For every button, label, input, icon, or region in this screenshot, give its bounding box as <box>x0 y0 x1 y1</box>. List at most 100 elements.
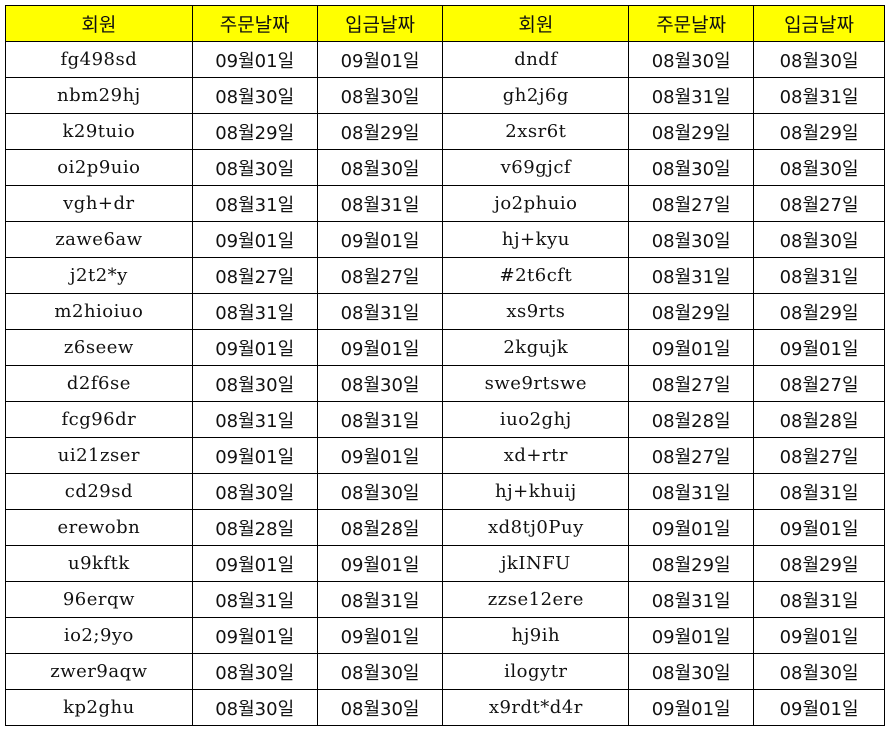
cell-payment-date[interactable]: 08월30일 <box>316 149 444 186</box>
cell-payment-date[interactable]: 09월01일 <box>753 689 885 726</box>
cell-member[interactable]: 96erqw <box>5 581 193 618</box>
cell-member[interactable]: hj+khuij <box>442 473 630 510</box>
cell-payment-date[interactable]: 08월30일 <box>316 473 444 510</box>
cell-payment-date[interactable]: 09월01일 <box>753 617 885 654</box>
header-payment-date[interactable]: 입금날짜 <box>316 5 444 42</box>
cell-order-date[interactable]: 08월30일 <box>191 77 318 114</box>
cell-payment-date[interactable]: 08월30일 <box>753 653 885 690</box>
cell-member[interactable]: x9rdt*d4r <box>442 689 630 726</box>
cell-order-date[interactable]: 08월30일 <box>628 221 755 258</box>
cell-order-date[interactable]: 08월30일 <box>191 365 318 402</box>
cell-order-date[interactable]: 08월28일 <box>628 401 755 438</box>
cell-order-date[interactable]: 08월27일 <box>191 257 318 294</box>
cell-payment-date[interactable]: 08월31일 <box>753 581 885 618</box>
cell-member[interactable]: 2xsr6t <box>442 113 630 150</box>
cell-payment-date[interactable]: 08월27일 <box>316 257 444 294</box>
cell-order-date[interactable]: 08월30일 <box>191 149 318 186</box>
cell-member[interactable]: gh2j6g <box>442 77 630 114</box>
cell-payment-date[interactable]: 08월27일 <box>753 437 885 474</box>
cell-order-date[interactable]: 08월28일 <box>191 509 318 546</box>
cell-member[interactable]: iuo2ghj <box>442 401 630 438</box>
cell-member[interactable]: u9kftk <box>5 545 193 582</box>
cell-member[interactable]: nbm29hj <box>5 77 193 114</box>
header-order-date[interactable]: 주문날짜 <box>191 5 318 42</box>
cell-order-date[interactable]: 08월31일 <box>191 185 318 222</box>
cell-order-date[interactable]: 08월27일 <box>628 185 755 222</box>
cell-order-date[interactable]: 08월30일 <box>628 41 755 78</box>
cell-payment-date[interactable]: 08월30일 <box>316 365 444 402</box>
cell-member[interactable]: jkINFU <box>442 545 630 582</box>
cell-payment-date[interactable]: 08월29일 <box>753 545 885 582</box>
cell-order-date[interactable]: 09월01일 <box>628 617 755 654</box>
cell-payment-date[interactable]: 09월01일 <box>316 437 444 474</box>
cell-payment-date[interactable]: 09월01일 <box>316 545 444 582</box>
cell-payment-date[interactable]: 08월31일 <box>753 77 885 114</box>
cell-payment-date[interactable]: 08월30일 <box>316 77 444 114</box>
cell-member[interactable]: z6seew <box>5 329 193 366</box>
cell-member[interactable]: zawe6aw <box>5 221 193 258</box>
cell-payment-date[interactable]: 08월30일 <box>316 653 444 690</box>
cell-payment-date[interactable]: 09월01일 <box>316 329 444 366</box>
cell-order-date[interactable]: 08월30일 <box>628 149 755 186</box>
cell-member[interactable]: jo2phuio <box>442 185 630 222</box>
cell-payment-date[interactable]: 08월29일 <box>316 113 444 150</box>
cell-order-date[interactable]: 09월01일 <box>191 329 318 366</box>
cell-order-date[interactable]: 08월30일 <box>628 653 755 690</box>
cell-order-date[interactable]: 08월27일 <box>628 437 755 474</box>
cell-member[interactable]: #2t6cft <box>442 257 630 294</box>
cell-member[interactable]: hj+kyu <box>442 221 630 258</box>
cell-payment-date[interactable]: 09월01일 <box>316 617 444 654</box>
cell-order-date[interactable]: 09월01일 <box>191 617 318 654</box>
cell-payment-date[interactable]: 08월28일 <box>316 509 444 546</box>
cell-order-date[interactable]: 08월31일 <box>628 581 755 618</box>
cell-order-date[interactable]: 09월01일 <box>191 221 318 258</box>
cell-member[interactable]: v69gjcf <box>442 149 630 186</box>
cell-payment-date[interactable]: 08월31일 <box>753 257 885 294</box>
cell-member[interactable]: io2;9yo <box>5 617 193 654</box>
cell-order-date[interactable]: 08월31일 <box>191 401 318 438</box>
cell-payment-date[interactable]: 09월01일 <box>316 221 444 258</box>
cell-member[interactable]: d2f6se <box>5 365 193 402</box>
cell-member[interactable]: zzse12ere <box>442 581 630 618</box>
cell-order-date[interactable]: 08월29일 <box>191 113 318 150</box>
cell-member[interactable]: vgh+dr <box>5 185 193 222</box>
cell-member[interactable]: kp2ghu <box>5 689 193 726</box>
cell-payment-date[interactable]: 08월30일 <box>753 149 885 186</box>
cell-payment-date[interactable]: 08월31일 <box>316 401 444 438</box>
cell-payment-date[interactable]: 09월01일 <box>753 329 885 366</box>
cell-order-date[interactable]: 08월29일 <box>628 545 755 582</box>
cell-order-date[interactable]: 09월01일 <box>628 689 755 726</box>
cell-order-date[interactable]: 09월01일 <box>628 329 755 366</box>
cell-member[interactable]: xd8tj0Puy <box>442 509 630 546</box>
cell-payment-date[interactable]: 08월30일 <box>753 221 885 258</box>
cell-member[interactable]: 2kgujk <box>442 329 630 366</box>
cell-payment-date[interactable]: 08월27일 <box>753 185 885 222</box>
cell-member[interactable]: cd29sd <box>5 473 193 510</box>
cell-payment-date[interactable]: 08월27일 <box>753 365 885 402</box>
cell-payment-date[interactable]: 08월30일 <box>753 41 885 78</box>
cell-order-date[interactable]: 08월31일 <box>191 293 318 330</box>
cell-payment-date[interactable]: 08월31일 <box>316 581 444 618</box>
cell-payment-date[interactable]: 08월31일 <box>316 185 444 222</box>
cell-order-date[interactable]: 08월29일 <box>628 293 755 330</box>
cell-order-date[interactable]: 08월29일 <box>628 113 755 150</box>
cell-member[interactable]: j2t2*y <box>5 257 193 294</box>
cell-order-date[interactable]: 09월01일 <box>191 41 318 78</box>
cell-member[interactable]: zwer9aqw <box>5 653 193 690</box>
cell-member[interactable]: dndf <box>442 41 630 78</box>
cell-order-date[interactable]: 08월30일 <box>191 689 318 726</box>
cell-member[interactable]: erewobn <box>5 509 193 546</box>
cell-order-date[interactable]: 09월01일 <box>191 437 318 474</box>
cell-order-date[interactable]: 08월31일 <box>628 473 755 510</box>
cell-member[interactable]: hj9ih <box>442 617 630 654</box>
cell-order-date[interactable]: 08월30일 <box>191 653 318 690</box>
header-member[interactable]: 회원 <box>442 5 630 42</box>
cell-payment-date[interactable]: 09월01일 <box>316 41 444 78</box>
cell-member[interactable]: m2hioiuo <box>5 293 193 330</box>
header-payment-date[interactable]: 입금날짜 <box>753 5 885 42</box>
cell-order-date[interactable]: 09월01일 <box>191 545 318 582</box>
cell-order-date[interactable]: 08월31일 <box>191 581 318 618</box>
cell-member[interactable]: xd+rtr <box>442 437 630 474</box>
cell-order-date[interactable]: 09월01일 <box>628 509 755 546</box>
cell-member[interactable]: oi2p9uio <box>5 149 193 186</box>
